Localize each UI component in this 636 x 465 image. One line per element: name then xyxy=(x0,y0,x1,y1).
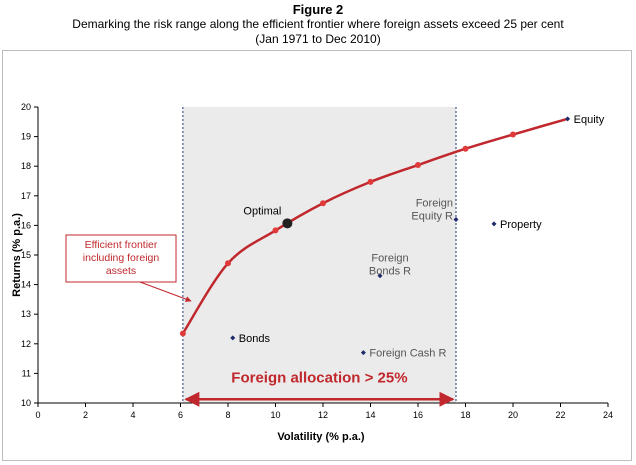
y-tick-label: 11 xyxy=(22,368,31,378)
asset-point xyxy=(491,221,497,227)
asset-point xyxy=(453,216,459,222)
frontier-point xyxy=(179,330,186,337)
x-axis-title: Volatility (% p.a.) xyxy=(277,431,365,443)
asset-label: Bonds R xyxy=(369,266,411,278)
y-tick-label: 15 xyxy=(21,250,31,260)
x-tick-label: 24 xyxy=(603,410,613,420)
x-tick-label: 12 xyxy=(318,410,328,420)
y-tick-label: 19 xyxy=(21,132,31,142)
frontier-point xyxy=(225,260,231,267)
x-tick-label: 8 xyxy=(225,410,230,420)
y-tick-label: 12 xyxy=(21,339,31,349)
frontier-point xyxy=(272,227,279,234)
asset-label: Equity R xyxy=(411,210,453,222)
optimal-point xyxy=(282,218,293,229)
x-tick-label: 2 xyxy=(83,410,88,420)
optimal-label: Optimal xyxy=(243,205,281,217)
y-tick-label: 14 xyxy=(21,280,31,290)
y-tick-label: 10 xyxy=(21,398,31,408)
x-tick-label: 16 xyxy=(413,410,423,420)
asset-label: Foreign xyxy=(371,253,408,265)
y-tick-label: 13 xyxy=(21,309,31,319)
y-tick-label: 16 xyxy=(21,220,31,230)
frontier-point xyxy=(462,145,469,152)
x-tick-label: 6 xyxy=(178,410,183,420)
frontier-point xyxy=(510,131,516,138)
x-tick-label: 14 xyxy=(365,410,375,420)
frontier-point xyxy=(367,178,374,185)
y-tick-label: 20 xyxy=(21,102,31,112)
x-tick-label: 4 xyxy=(130,410,135,420)
callout-text-line: assets xyxy=(106,265,136,277)
callout-box xyxy=(65,234,177,283)
foreign-allocation-region xyxy=(182,107,456,403)
x-tick-label: 20 xyxy=(508,410,518,420)
asset-label: Foreign Cash R xyxy=(369,348,446,360)
asset-point xyxy=(377,273,383,279)
x-tick-label: 0 xyxy=(35,410,40,420)
asset-label: Equity xyxy=(574,114,605,126)
figure-label: Figure 2 xyxy=(292,2,344,17)
figure-subtitle: (Jan 1971 to Dec 2010) xyxy=(255,32,381,46)
x-tick-label: 18 xyxy=(460,410,470,420)
x-tick-label: 10 xyxy=(270,410,280,420)
figure-frame xyxy=(2,50,632,461)
callout-text-line: Efficient frontier xyxy=(85,239,158,251)
y-tick-label: 17 xyxy=(21,191,31,201)
asset-point xyxy=(360,350,366,356)
frontier-point xyxy=(320,200,326,207)
callout-pointer xyxy=(139,281,192,302)
asset-label: Foreign xyxy=(416,197,453,209)
asset-point xyxy=(230,335,236,341)
region-label: Foreign allocation > 25% xyxy=(231,369,407,386)
y-axis-title: Returns (% p.a.) xyxy=(11,213,23,297)
x-tick-label: 22 xyxy=(555,410,565,420)
callout-text-line: including foreign xyxy=(83,252,160,264)
figure-title: Demarking the risk range along the effic… xyxy=(72,17,564,31)
frontier-point xyxy=(415,162,421,169)
asset-point xyxy=(565,116,571,122)
asset-label: Property xyxy=(500,219,542,231)
asset-label: Bonds xyxy=(239,333,271,345)
y-tick-label: 18 xyxy=(21,161,31,171)
